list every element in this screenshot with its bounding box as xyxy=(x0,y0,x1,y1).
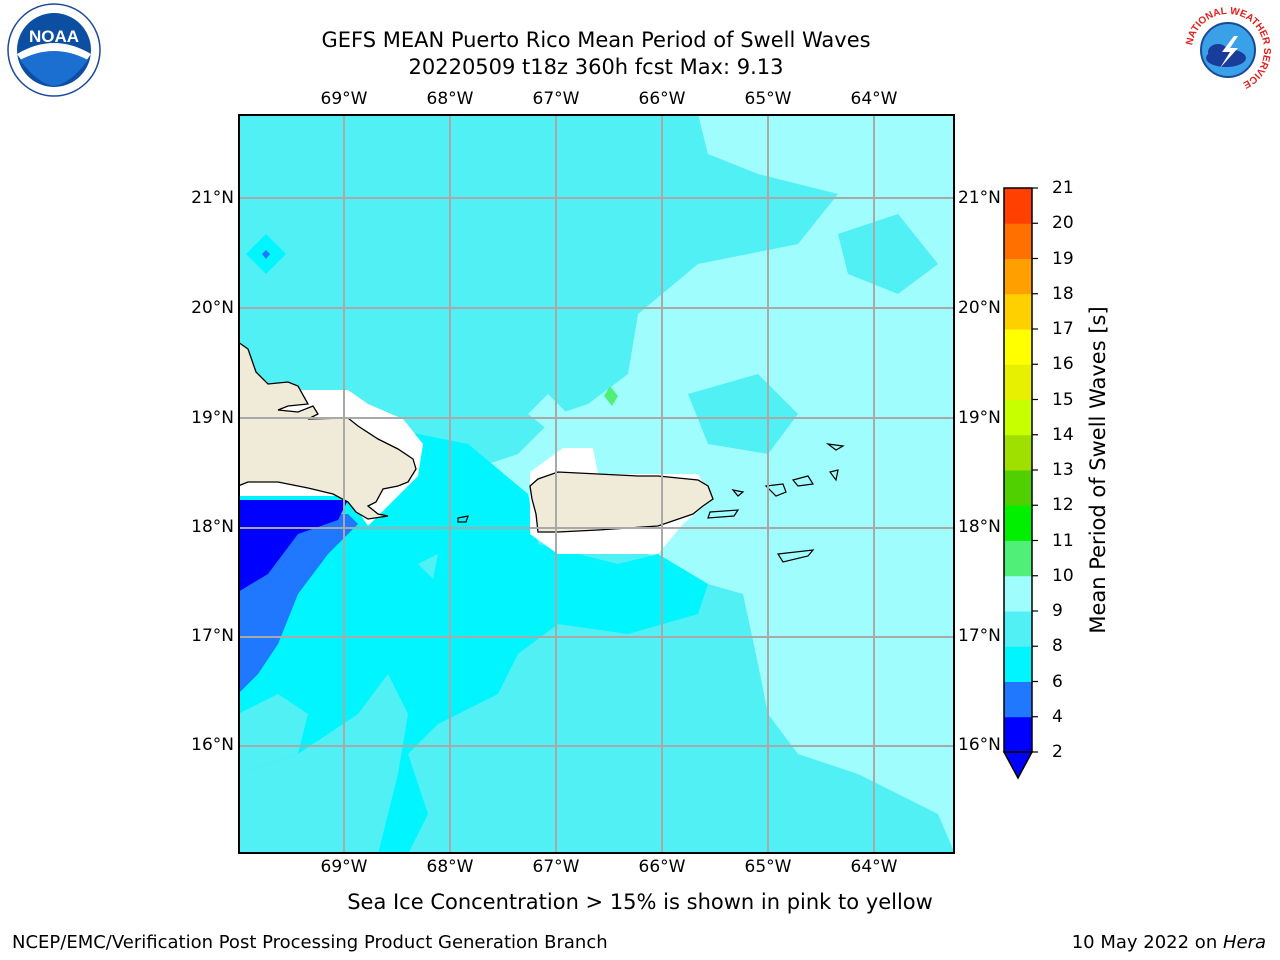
lon-label-bottom: 69°W xyxy=(320,857,368,877)
lon-label-top: 67°W xyxy=(532,89,580,109)
colorbar-segment xyxy=(1004,293,1032,330)
colorbar-segment xyxy=(1004,716,1032,753)
field-8-9 xyxy=(528,394,568,434)
field-6-8 xyxy=(238,694,308,774)
lon-label-top: 64°W xyxy=(850,89,898,109)
lon-label-top: 65°W xyxy=(744,89,792,109)
colorbar-segment xyxy=(1004,329,1032,365)
field-lt-2 xyxy=(238,500,348,592)
generation-date: 10 May 2022 on Hera xyxy=(1072,932,1266,953)
lat-label-left: 20°N xyxy=(191,298,234,318)
lat-label-right: 21°N xyxy=(958,188,1001,208)
lon-label-bottom: 66°W xyxy=(638,857,686,877)
colorbar-title: Mean Period of Swell Waves [s] xyxy=(1086,306,1110,634)
colorbar-segment xyxy=(1004,646,1032,682)
colorbar-tick-label: 10 xyxy=(1052,565,1074,586)
colorbar-tick-label: 17 xyxy=(1052,319,1074,339)
lat-label-left: 19°N xyxy=(191,408,234,428)
lat-label-left: 16°N xyxy=(191,735,234,755)
field-6-8 xyxy=(418,554,438,579)
lon-label-top: 69°W xyxy=(320,89,368,109)
lat-label-left: 17°N xyxy=(191,626,234,646)
colorbar-segment xyxy=(1004,681,1032,718)
sea-ice-note: Sea Ice Concentration > 15% is shown in … xyxy=(347,890,933,914)
lon-label-bottom: 68°W xyxy=(426,857,474,877)
colorbar-tick-label: 21 xyxy=(1052,178,1074,198)
colorbar xyxy=(1002,187,1038,780)
field-9-10 xyxy=(604,386,618,406)
colorbar-extend-arrow xyxy=(1002,751,1034,780)
system-name: Hera xyxy=(1222,932,1266,953)
lon-label-bottom: 65°W xyxy=(744,857,792,877)
lat-label-right: 19°N xyxy=(958,408,1001,428)
map-frame xyxy=(238,114,955,854)
colorbar-tick-label: 19 xyxy=(1052,248,1074,269)
colorbar-segment xyxy=(1004,364,1032,400)
colorbar-segment xyxy=(1004,188,1032,224)
swell-period-map xyxy=(238,114,955,854)
colorbar-tick-label: 2 xyxy=(1052,742,1063,762)
lon-label-bottom: 64°W xyxy=(850,857,898,877)
chart-subtitle: 20220509 t18z 360h fcst Max: 9.13 xyxy=(408,55,784,79)
field-6-8 xyxy=(488,814,508,839)
field-6-8 xyxy=(238,674,408,854)
producer-credit: NCEP/EMC/Verification Post Processing Pr… xyxy=(12,932,608,953)
lat-label-right: 18°N xyxy=(958,517,1001,537)
lon-label-top: 68°W xyxy=(426,89,474,109)
colorbar-segment xyxy=(1004,575,1032,612)
colorbar-tick-label: 11 xyxy=(1052,530,1074,551)
colorbar-segment xyxy=(1004,223,1032,259)
field-6-8 xyxy=(838,214,938,294)
colorbar-segment xyxy=(1004,399,1032,436)
colorbar-tick-label: 4 xyxy=(1052,706,1063,727)
lat-label-right: 16°N xyxy=(958,735,1001,755)
noaa-logo: NOAA xyxy=(7,3,101,97)
colorbar-tick-label: 8 xyxy=(1052,636,1063,657)
lon-label-bottom: 67°W xyxy=(532,857,580,877)
colorbar-segment xyxy=(1004,470,1032,506)
graticule xyxy=(238,114,955,854)
colorbar-segment xyxy=(1004,505,1032,541)
field-8-9 xyxy=(818,564,955,734)
colorbar-tick-label: 15 xyxy=(1052,389,1074,410)
noaa-logo-text: NOAA xyxy=(29,27,79,46)
colorbar-tick-label: 18 xyxy=(1052,283,1074,304)
field-2-4 xyxy=(262,250,270,259)
lon-label-top: 66°W xyxy=(638,89,686,109)
colorbar-tick-label: 12 xyxy=(1052,495,1074,516)
lat-label-left: 21°N xyxy=(191,188,234,208)
colorbar-tick-label: 6 xyxy=(1052,671,1063,692)
field-6-8 xyxy=(688,374,798,454)
lat-label-left: 18°N xyxy=(191,517,234,537)
colorbar-tick-label: 9 xyxy=(1052,601,1063,621)
nws-logo: NATIONAL WEATHER SERVICE xyxy=(1181,3,1275,97)
colorbar-tick-label: 13 xyxy=(1052,460,1074,480)
colorbar-segment xyxy=(1004,434,1032,471)
lat-label-right: 20°N xyxy=(958,298,1001,318)
colorbar-segment xyxy=(1004,258,1032,295)
colorbar-segment xyxy=(1004,611,1032,647)
chart-title: GEFS MEAN Puerto Rico Mean Period of Swe… xyxy=(321,28,871,52)
colorbar-tick-label: 16 xyxy=(1052,354,1074,375)
date-text: 10 May 2022 on xyxy=(1071,932,1223,953)
colorbar-tick-label: 14 xyxy=(1052,424,1074,445)
lat-label-right: 17°N xyxy=(958,626,1001,646)
colorbar-segment xyxy=(1004,540,1032,577)
colorbar-tick-label: 20 xyxy=(1052,213,1074,234)
